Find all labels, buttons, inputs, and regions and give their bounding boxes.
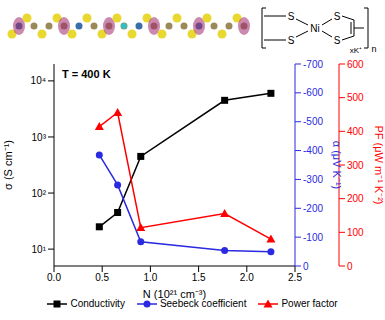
svg-text:300: 300 (347, 160, 364, 171)
svg-text:0.5: 0.5 (95, 272, 109, 283)
svg-text:-700: -700 (303, 59, 323, 70)
svg-text:-500: -500 (303, 116, 323, 127)
svg-text:PF (μW m⁻¹ K⁻²): PF (μW m⁻¹ K⁻²) (373, 125, 385, 204)
svg-text:xK⁺: xK⁺ (350, 46, 362, 54)
svg-text:10³: 10³ (32, 132, 47, 143)
svg-text:-100: -100 (303, 232, 323, 243)
svg-text:600: 600 (347, 59, 364, 70)
html-text:T = 400 K: T = 400 K (62, 68, 111, 80)
svg-text:-600: -600 (303, 87, 323, 98)
svg-text:10⁴: 10⁴ (31, 75, 46, 86)
html-text:Power factor: Power factor (281, 298, 338, 309)
svg-text:S: S (288, 11, 295, 22)
svg-text:-200: -200 (303, 203, 323, 214)
svg-text:S: S (288, 35, 295, 46)
svg-text:2.5: 2.5 (288, 272, 302, 283)
svg-text:n: n (371, 44, 376, 54)
svg-text:S: S (334, 11, 341, 22)
html-text:Conductivity: Conductivity (70, 298, 125, 309)
svg-text:200: 200 (347, 193, 364, 204)
svg-text:1.5: 1.5 (192, 272, 206, 283)
svg-text:400: 400 (347, 126, 364, 137)
svg-text:500: 500 (347, 92, 364, 103)
svg-text:Ni: Ni (310, 23, 319, 34)
svg-text:1.0: 1.0 (143, 272, 157, 283)
svg-text:100: 100 (347, 227, 364, 238)
svg-text:0: 0 (347, 261, 353, 272)
svg-text:-300: -300 (303, 174, 323, 185)
svg-text:S: S (334, 35, 341, 46)
svg-text:σ (S cm⁻¹): σ (S cm⁻¹) (2, 140, 14, 190)
svg-text:10²: 10² (32, 188, 47, 199)
svg-text:0.0: 0.0 (47, 272, 61, 283)
svg-text:10¹: 10¹ (32, 244, 47, 255)
html-text:Seebeck coefficient: Seebeck coefficient (159, 298, 247, 309)
svg-text:2.0: 2.0 (240, 272, 254, 283)
svg-text:-400: -400 (303, 145, 323, 156)
svg-text:N (10²¹ cm⁻³): N (10²¹ cm⁻³) (143, 288, 206, 300)
svg-text:α (μV K⁻¹): α (μV K⁻¹) (331, 141, 343, 189)
svg-text:0: 0 (303, 261, 309, 272)
